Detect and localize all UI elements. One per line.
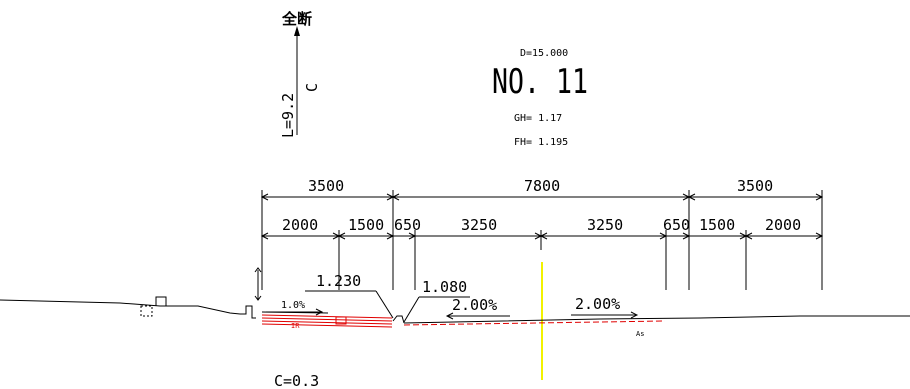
ground-height-text: GH= 1.17 — [514, 113, 562, 124]
distance-text: D=15.000 — [520, 48, 568, 59]
section-label: 全断 — [281, 10, 312, 28]
length-label: L=9.2 — [279, 93, 297, 138]
formation-height-text: FH= 1.195 — [514, 137, 568, 148]
detail-dim-4: 3250 — [461, 216, 497, 234]
camber-text: C=0.3 — [274, 372, 319, 389]
detail-dim-3: 650 — [394, 216, 421, 234]
carriageway-height: 1.080 — [422, 278, 467, 296]
detail-dim-6: 650 — [663, 216, 690, 234]
overall-dimension-row — [260, 190, 824, 290]
detail-dim-7: 1500 — [699, 216, 735, 234]
station-number: NO. 11 — [492, 62, 588, 102]
overall-dim-center: 7800 — [524, 177, 560, 195]
detail-dim-1: 2000 — [282, 216, 318, 234]
sidewalk-slope: 1.0% — [281, 300, 305, 311]
left-material-tag: IR — [291, 322, 300, 330]
section-indicator: 全断 L=9.2 C — [279, 10, 321, 138]
overall-dim-right: 3500 — [737, 177, 773, 195]
slope-arrows — [266, 308, 639, 320]
left-edge-height: 1.230 — [316, 272, 361, 290]
overall-dim-left: 3500 — [308, 177, 344, 195]
right-material-tag: As — [636, 330, 644, 338]
pavement-layers — [261, 314, 666, 328]
detail-dim-2: 1500 — [348, 216, 384, 234]
left-lane-slope: 2.00% — [452, 296, 497, 314]
height-leaders — [305, 290, 470, 323]
detail-dim-8: 2000 — [765, 216, 801, 234]
arrow-up-icon — [294, 26, 300, 36]
detail-dim-5: 3250 — [587, 216, 623, 234]
detail-dimension-row — [260, 230, 824, 290]
right-lane-slope: 2.00% — [575, 295, 620, 313]
station-block: D=15.000 NO. 11 GH= 1.17 FH= 1.195 — [492, 48, 588, 148]
center-label: C — [303, 83, 321, 92]
